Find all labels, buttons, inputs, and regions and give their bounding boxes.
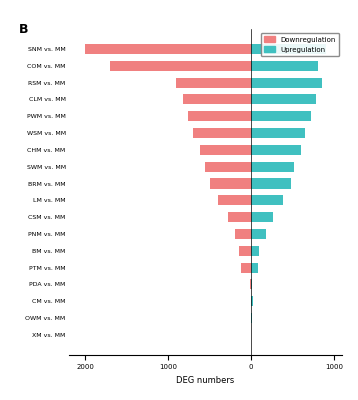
Bar xyxy=(251,94,316,104)
Bar xyxy=(183,94,251,104)
Bar xyxy=(251,313,252,323)
Bar xyxy=(251,111,311,121)
Bar xyxy=(205,162,251,172)
Bar xyxy=(251,128,305,138)
Bar xyxy=(251,78,321,88)
Legend: Downregulation, Upregulation: Downregulation, Upregulation xyxy=(261,33,339,56)
Bar xyxy=(251,262,258,273)
Bar xyxy=(251,61,318,71)
Bar xyxy=(110,61,251,71)
Bar xyxy=(251,162,294,172)
Bar xyxy=(251,279,252,290)
Bar xyxy=(241,262,251,273)
X-axis label: DEG numbers: DEG numbers xyxy=(176,376,234,385)
Bar xyxy=(188,111,251,121)
Bar xyxy=(251,44,326,54)
Bar xyxy=(193,128,251,138)
Bar xyxy=(251,296,253,306)
Text: B: B xyxy=(19,23,29,36)
Bar xyxy=(234,229,251,239)
Bar xyxy=(239,246,251,256)
Bar xyxy=(251,246,260,256)
Bar xyxy=(200,145,251,155)
Bar xyxy=(251,229,266,239)
Bar xyxy=(228,212,251,222)
Bar xyxy=(251,145,301,155)
Bar xyxy=(176,78,251,88)
Bar xyxy=(251,212,273,222)
Bar xyxy=(251,178,291,188)
Bar xyxy=(218,195,251,205)
Bar xyxy=(210,178,251,188)
Bar xyxy=(251,195,283,205)
Bar xyxy=(85,44,251,54)
